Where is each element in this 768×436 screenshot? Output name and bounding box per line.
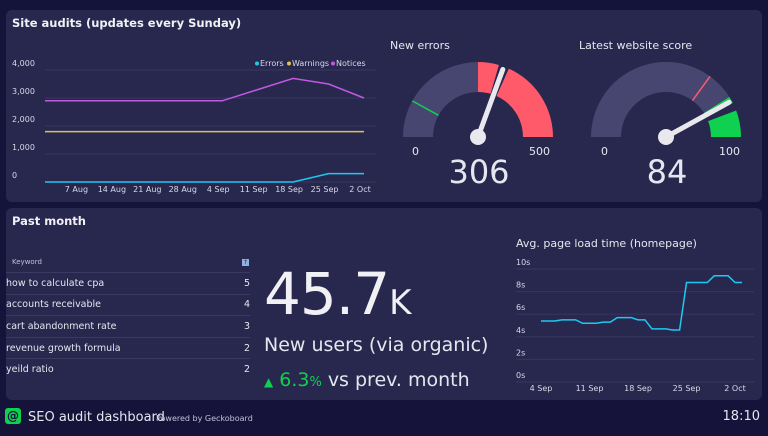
gauge-marker [411,100,439,116]
keyword-count: 5 [243,277,250,289]
legend-dot [287,61,291,66]
geckoboard-logo-icon: @ [5,408,21,424]
users-suffix: K [389,283,411,323]
keyword: accounts receivable [6,299,102,311]
site-audits-panel: Site audits (updates every Sunday) [6,10,762,202]
gauge-title: New errors [390,39,450,52]
audit-line-chart: 4,000 3,000 2,000 1,000 0 7 Aug 14 Aug 21 Aug 28… [12,59,376,194]
change-unit: % [309,375,322,390]
x-tick-label: 25 Sep [673,384,701,393]
x-tick-label: 21 Aug [133,185,161,194]
gauge-min: 0 [412,145,419,158]
keyword-count: 2 [243,342,250,354]
dashboard-title: SEO audit dashboard [28,410,165,425]
y-tick-label: 2s [516,348,525,357]
gauges [403,62,741,145]
new-users-value: 45.7K [264,260,411,328]
keyword-header: Keyword [12,258,42,266]
gauge-track [591,62,730,138]
load-time-line [541,275,742,331]
series-line-notices [45,77,365,102]
load-time-chart: 10s 8s 6s 4s 2s 0s 4 Sep 11 Sep 18 Sep 25 Sep 2 Oc… [516,258,754,393]
y-tick-label: 1,000 [12,143,35,152]
gauge-marker [691,75,711,102]
gauge-value: 306 [448,153,510,191]
x-tick-label: 18 Sep [275,185,303,194]
gauge-green-zone [708,110,741,137]
sort-arrow-icon[interactable]: ↑ [242,259,249,266]
x-tick-label: 4 Sep [207,185,230,194]
panel-title: Site audits (updates every Sunday) [12,16,242,30]
keyword: how to calculate cpa [6,277,105,289]
x-tick-label: 11 Sep [240,185,268,194]
y-tick-label: 10s [516,258,530,267]
y-tick-label: 3,000 [12,87,35,96]
y-tick-label: 0 [12,171,17,180]
past-month-panel: Past month [6,208,762,400]
keyword: revenue growth formula [6,342,121,354]
keyword-row: accounts receivable 4 [6,293,250,316]
keyword-row: cart abandonment rate 3 [6,315,250,337]
x-tick-label: 25 Sep [311,185,339,194]
series-line-errors [45,172,364,183]
powered-by: Powered by Geckoboard [156,414,253,423]
x-tick-label: 28 Aug [169,185,197,194]
footer: @ SEO audit dashboard Powered by Geckobo… [0,402,768,436]
load-time-title: Avg. page load time (homepage) [516,237,697,250]
x-tick-label: 2 Oct [724,384,745,393]
gauge-max: 100 [719,145,740,158]
gauge-track [403,62,478,137]
change-number: 6.3 [279,369,310,391]
y-tick-label: 0s [516,371,525,380]
comparison-label: vs prev. month [327,369,470,391]
y-tick-label: 8s [516,281,525,290]
legend-label: Errors [260,59,284,68]
x-tick-label: 7 Aug [65,185,88,194]
panel-title: Past month [12,214,86,228]
legend-label: Notices [336,59,366,68]
y-tick-label: 6s [516,303,525,312]
clock: 18:10 [722,409,760,424]
gauge-min: 0 [601,145,608,158]
keyword: cart abandonment rate [6,320,117,332]
y-tick-label: 4,000 [12,59,35,68]
x-tick-label: 11 Sep [576,384,604,393]
legend-dot [255,61,259,66]
gauge-hub [658,129,674,145]
change-row: ▲ 6.3% vs prev. month [264,369,470,391]
keyword-row: revenue growth formula 2 [6,336,250,359]
up-arrow-icon: ▲ [264,375,274,389]
x-tick-label: 4 Sep [530,384,553,393]
change-value: 6.3% [279,369,322,391]
x-tick-label: 2 Oct [349,185,370,194]
new-users-label: New users (via organic) [264,334,489,356]
x-tick-label: 14 Aug [98,185,126,194]
keyword-count: 4 [243,299,250,311]
gauge-max: 500 [529,145,550,158]
gauge-red-zone [478,62,499,94]
x-tick-label: 18 Sep [624,384,652,393]
users-number: 45.7 [264,260,390,328]
keyword-row: how to calculate cpa 5 [6,272,250,294]
y-tick-label: 4s [516,326,525,335]
legend-label: Warnings [292,59,329,68]
gauge-needle [475,66,506,140]
keyword-row: yeild ratio 2 [6,358,250,380]
gauge-value: 84 [646,153,688,191]
gauge-needle [663,99,732,140]
legend-dot [331,61,335,66]
keyword-count: 2 [243,364,250,376]
y-tick-label: 2,000 [12,115,35,124]
keyword: yeild ratio [6,364,54,376]
keyword-count: 3 [243,320,250,332]
gauge-title: Latest website score [579,39,693,52]
gauge-red-zone [496,68,553,137]
gauge-hub [470,129,486,145]
